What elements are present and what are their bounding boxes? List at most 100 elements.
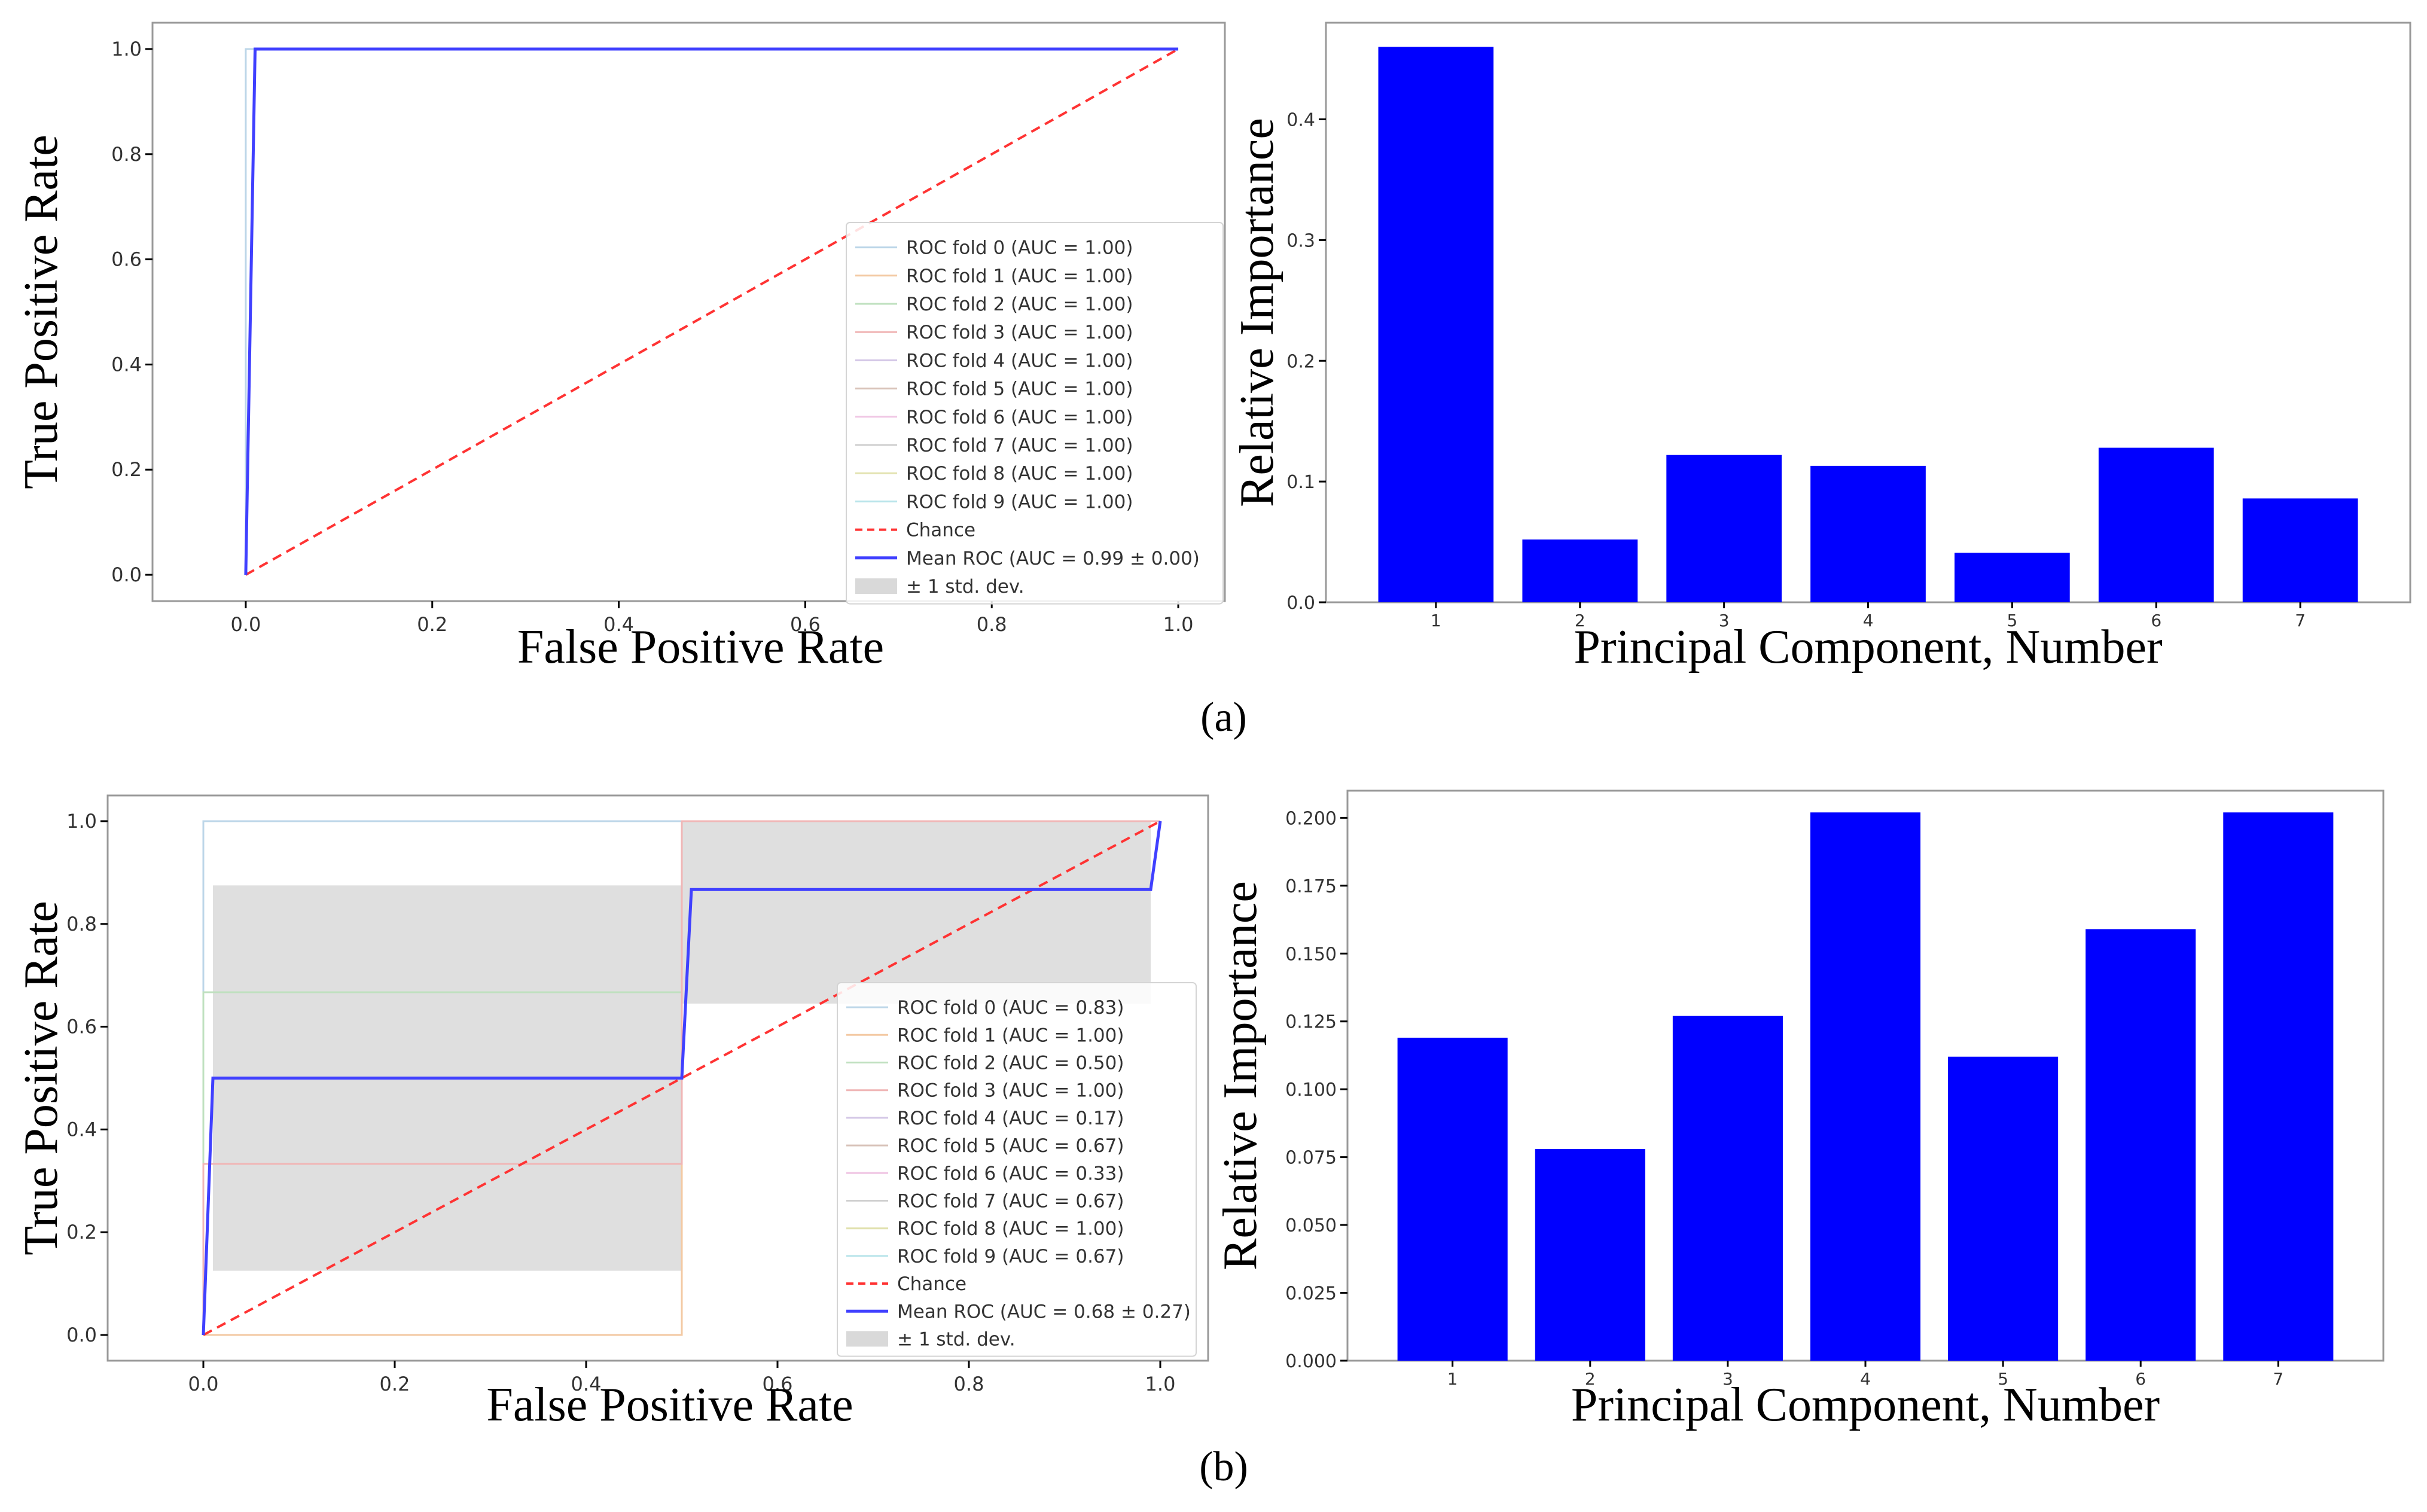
legend-entry: ROC fold 8 (AUC = 1.00) <box>906 463 1133 484</box>
legend-swatch <box>846 1331 888 1347</box>
x-tick-label: 0.2 <box>417 613 447 636</box>
legend-entry: ± 1 std. dev. <box>906 576 1025 598</box>
legend-entry: ROC fold 9 (AUC = 0.67) <box>897 1246 1124 1267</box>
y-tick-label: 0.4 <box>1286 110 1315 131</box>
x-tick-label: 0.4 <box>571 1373 602 1395</box>
y-tick-label: 0.6 <box>66 1016 97 1038</box>
y-tick-label: 0.0 <box>1286 593 1315 614</box>
y-tick-label: 0.2 <box>66 1221 97 1243</box>
y-tick-label: 0.0 <box>66 1324 97 1346</box>
mean-roc-line <box>244 47 1179 575</box>
y-tick-label: 0.1 <box>1286 472 1315 493</box>
bar <box>1378 47 1494 602</box>
y-tick-label: 0.025 <box>1285 1284 1337 1304</box>
legend-entry: ROC fold 9 (AUC = 1.00) <box>906 491 1133 513</box>
x-tick-label: 1 <box>1447 1369 1458 1389</box>
legend-entry: ROC fold 1 (AUC = 1.00) <box>906 266 1133 287</box>
x-axis-label: False Positive Rate <box>486 1379 853 1431</box>
bar <box>2242 498 2358 602</box>
plot-frame <box>151 22 1226 602</box>
x-tick-label: 2 <box>1585 1369 1596 1389</box>
legend-box <box>837 982 1197 1357</box>
x-tick-label: 3 <box>1722 1369 1733 1389</box>
y-tick-label: 0.200 <box>1285 808 1337 829</box>
x-tick-label: 4 <box>1863 611 1874 630</box>
legend-entry: ROC fold 1 (AUC = 1.00) <box>897 1025 1124 1046</box>
x-tick-label: 5 <box>1998 1369 2008 1389</box>
x-tick-label: 0.8 <box>977 613 1007 636</box>
y-tick-label: 0.2 <box>111 458 142 481</box>
x-tick-label: 4 <box>1860 1369 1871 1389</box>
legend-entry: ROC fold 8 (AUC = 1.00) <box>897 1218 1124 1240</box>
bar <box>2098 447 2214 602</box>
roc-chart-b: 0.0 0.2 0.4 0.6 0.8 1.0 0.0 0.2 0.4 0.6 0.8 1.0 Fals… <box>15 794 1209 1431</box>
bar <box>1948 1056 2059 1361</box>
y-axis-label: Relative Importance <box>1214 881 1267 1270</box>
y-tick-label: 0.4 <box>66 1118 97 1141</box>
y-tick-label: 1.0 <box>66 810 97 833</box>
x-tick-label: 6 <box>2151 611 2161 630</box>
x-axis-label: Principal Component, Number <box>1571 1379 2160 1431</box>
legend-entry: ROC fold 5 (AUC = 1.00) <box>906 379 1133 400</box>
y-axis-label: Relative Importance <box>1231 118 1283 507</box>
roc-chart-a: 0.0 0.2 0.4 0.6 0.8 1.0 0.0 0.2 0.4 0.6 0.8 1.0 Fals… <box>15 22 1226 673</box>
legend-entry: Chance <box>897 1273 966 1295</box>
bar <box>1397 1037 1508 1361</box>
legend-entry: ROC fold 3 (AUC = 1.00) <box>906 322 1133 343</box>
bar <box>2223 812 2334 1361</box>
x-tick-label: 6 <box>2135 1369 2146 1389</box>
chance-line <box>245 48 1179 576</box>
x-axis-label: Principal Component, Number <box>1574 621 2162 673</box>
x-tick-label: 0.6 <box>763 1373 793 1395</box>
x-tick-label: 1 <box>1431 611 1441 630</box>
x-tick-label: 7 <box>2273 1369 2283 1389</box>
panel-caption-a: (a) <box>1200 694 1247 740</box>
y-axis-label: True Positive Rate <box>15 901 68 1255</box>
x-tick-label: 0.0 <box>230 613 261 636</box>
y-tick-label: 0.150 <box>1285 944 1337 965</box>
legend-entry: ROC fold 3 (AUC = 1.00) <box>897 1080 1124 1102</box>
x-tick-label: 5 <box>2007 611 2017 630</box>
bar <box>1535 1149 1645 1361</box>
y-tick-label: 0.050 <box>1285 1215 1337 1236</box>
legend-entry: ROC fold 0 (AUC = 0.83) <box>897 997 1124 1019</box>
std-dev-band <box>682 821 1151 1004</box>
legend-entry: ± 1 std. dev. <box>897 1329 1016 1351</box>
y-tick-label: 0.175 <box>1285 876 1337 897</box>
bar-chart-b: 1 2 3 4 5 6 7 0.000 0.025 0.050 0.075 0.100 0.125 0.1… <box>1214 789 2385 1431</box>
x-tick-label: 0.4 <box>603 613 634 636</box>
x-tick-label: 1.0 <box>1145 1373 1176 1395</box>
y-tick-label: 0.0 <box>111 563 142 586</box>
bar <box>1810 465 1926 602</box>
y-tick-label: 0.8 <box>111 143 142 166</box>
legend-entry: ROC fold 5 (AUC = 0.67) <box>897 1135 1124 1157</box>
x-tick-label: 0.2 <box>380 1373 410 1395</box>
legend-entry: ROC fold 2 (AUC = 0.50) <box>897 1053 1124 1074</box>
y-tick-label: 0.2 <box>1286 351 1315 372</box>
legend-entry: ROC fold 6 (AUC = 0.33) <box>897 1163 1124 1184</box>
y-tick-label: 0.125 <box>1285 1012 1337 1033</box>
legend-entry: ROC fold 2 (AUC = 1.00) <box>906 294 1133 315</box>
bar <box>1522 539 1638 602</box>
x-tick-label: 2 <box>1575 611 1586 630</box>
legend-entry: ROC fold 4 (AUC = 1.00) <box>906 350 1133 371</box>
plot-frame <box>106 794 1209 1362</box>
legend-entry: ROC fold 4 (AUC = 0.17) <box>897 1108 1124 1129</box>
legend-entry: ROC fold 6 (AUC = 1.00) <box>906 407 1133 428</box>
mean-roc-line <box>202 821 1162 1336</box>
y-tick-label: 1.0 <box>111 38 142 60</box>
x-tick-label: 0.8 <box>954 1373 984 1395</box>
chance-line <box>203 820 1161 1336</box>
bar <box>1810 812 1921 1361</box>
y-tick-label: 0.000 <box>1285 1351 1337 1372</box>
y-tick-label: 0.075 <box>1285 1148 1337 1169</box>
x-tick-label: 1.0 <box>1163 613 1194 636</box>
y-tick-label: 0.3 <box>1286 230 1315 251</box>
legend-entry: ROC fold 7 (AUC = 1.00) <box>906 435 1133 456</box>
roc-fold-line <box>202 820 1160 1336</box>
bar <box>1666 455 1782 602</box>
legend-entry: ROC fold 0 (AUC = 1.00) <box>906 237 1133 259</box>
bar <box>2085 929 2196 1361</box>
x-tick-label: 0.0 <box>188 1373 219 1395</box>
legend-entry: Chance <box>906 520 975 541</box>
